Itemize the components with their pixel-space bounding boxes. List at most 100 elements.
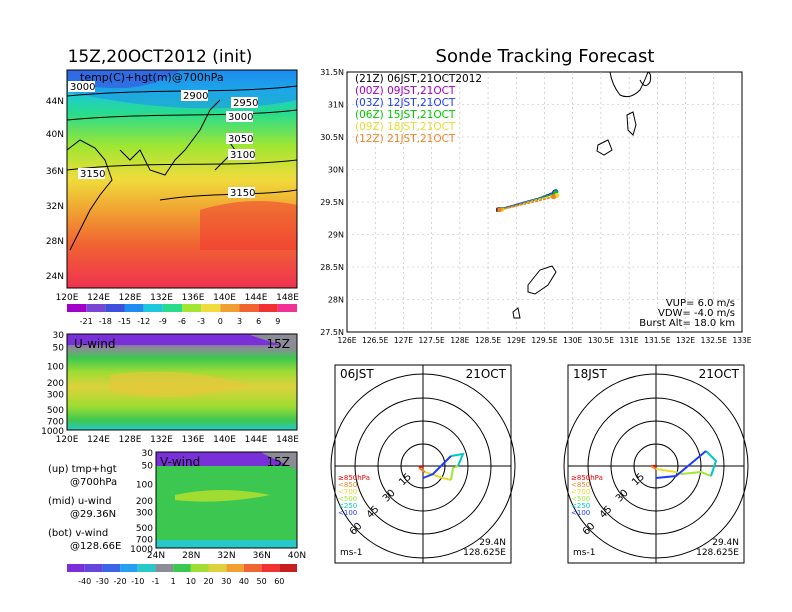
uwind-x-tick: 128E [119,435,142,445]
legend-note-line2: @29.36N [70,509,116,520]
vwind-x-tick: 36N [253,551,271,561]
right-hodograph-level-key: <700 [571,488,590,496]
left-hodograph-unit: ms-1 [340,548,362,558]
uwind-label: U-wind [74,337,115,351]
vwind-x-tick: 32N [217,551,235,561]
track-lon-tick: 132.5E [701,336,727,345]
track-lat-tick: 28N [328,296,344,305]
temp-colorbar-label: 9 [275,317,280,326]
pressure-tick: 200 [47,379,64,389]
track-lon-tick: 130.5E [588,336,614,345]
pressure-tick: 100 [136,481,153,491]
wind-colorbar: -40 -30 -20 -10 -1 1 10 20 30 40 50 60 [67,564,297,586]
track-legend-entry: (09Z) 18JST,21OCT [355,121,456,133]
right-hodograph-date: 21OCT [699,367,740,381]
wind-colorbar-label: 30 [221,577,231,586]
temp-colorbar-swatch [258,304,278,312]
right-hodograph-lat: 29.4N [712,538,739,548]
temp-colorbar-swatch [143,304,163,312]
pressure-tick: 700 [136,535,153,545]
left-hodograph-lon: 128.625E [463,548,506,558]
left-hodograph-trace [450,465,459,481]
track-param: VDW= -4.0 m/s [658,308,735,319]
track-param: Burst Alt= 18.0 km [639,318,735,329]
track-legend-entry: (21Z) 06JST,21OCT2012 [355,73,482,85]
temp-colorbar-label: 3 [237,317,242,326]
left-hodograph-level-key: <850 [338,481,357,489]
track-param: VUP= 6.0 m/s [666,298,735,309]
uwind-panel [67,334,297,430]
map-lon-tick: 140E [213,293,236,303]
contour-label-2900: 2900 [183,91,208,102]
right-hodograph-level-key: <250 [571,502,590,510]
track-lon-tick: 126.5E [362,336,388,345]
track-series-line [499,196,554,211]
temp-colorbar-label: -9 [159,317,167,326]
map-lon-tick: 148E [276,293,299,303]
pressure-tick: 500 [47,406,64,416]
temp-colorbar: -21 -18 -15 -12 -9 -6 -3 0 3 6 9 [67,304,297,326]
uwind-time: 15Z [267,337,291,351]
uwind-x-tick: 144E [245,435,268,445]
pressure-tick: 1000 [130,545,153,555]
wind-colorbar-swatch [137,564,156,572]
contour-label-3150b-box [228,187,255,198]
legend-note-line2: @700hPa [70,477,117,488]
wind-colorbar-swatch [120,564,138,572]
contour-label-3000a-box [68,81,95,92]
map-lon-tick: 132E [150,293,173,303]
track-lon-tick: 127.5E [419,336,445,345]
uwind-x-tick: 120E [56,435,79,445]
wind-colorbar-swatch [190,564,209,572]
wind-colorbar-label: 20 [203,577,213,586]
temp-colorbar-swatch [182,304,202,312]
wind-colorbar-label: 60 [274,577,284,586]
uwind-x-tick: 140E [213,435,236,445]
left-hodograph-time: 06JST [340,367,374,381]
temp-colorbar-swatch [124,304,144,312]
temp-colorbar-swatch [67,304,87,312]
right-title: Sonde Tracking Forecast [436,46,655,67]
map-lon-tick: 120E [56,293,79,303]
track-map [346,71,743,333]
map-lon-tick: 144E [245,293,268,303]
wind-colorbar-swatch [173,564,191,572]
vwind-panel [156,452,297,548]
track-lon-tick: 132E [676,336,695,345]
temp-colorbar-label: -12 [137,317,150,326]
left-hodograph-level-key: <500 [338,495,357,503]
track-lat-tick: 31.5N [320,68,344,77]
left-hodograph-level-key: <100 [338,509,357,517]
track-lon-tick: 129E [507,336,526,345]
left-hodograph-lat: 29.4N [479,538,506,548]
temp-colorbar-swatch [220,304,240,312]
map-lat-tick: 32N [46,202,64,212]
left-hodograph-date: 21OCT [466,367,507,381]
temp-colorbar-label: -15 [118,317,131,326]
track-lat-tick: 28.5N [320,263,344,272]
right-hodograph-unit: ms-1 [573,548,595,558]
track-landing-point [497,207,502,212]
track-lat-tick: 30.5N [320,133,344,142]
track-legend-entry: (12Z) 21JST,21OCT [355,133,456,145]
track-lat-tick: 31N [328,101,344,110]
track-lat-tick: 30N [328,166,344,175]
map-lon-tick: 136E [182,293,205,303]
legend-note-line1: (up) tmp+hgt [48,464,117,475]
wind-colorbar-label: 50 [257,577,267,586]
contour-label-2950-box [231,97,258,108]
wind-colorbar-swatch [261,564,280,572]
track-lon-tick: 126E [337,336,356,345]
track-lon-tick: 130E [563,336,582,345]
left-hodograph-trace [418,467,426,473]
vwind-label: V-wind [160,455,200,469]
right-hodograph-trace [680,470,712,477]
pressure-tick: 30 [142,449,154,459]
contour-label-3150a: 3150 [80,169,105,180]
pressure-tick: 500 [136,524,153,534]
track-lon-tick: 128E [450,336,469,345]
map-lat-tick: 40N [46,130,64,140]
pressure-tick: 700 [47,417,64,427]
wind-colorbar-label: -40 [78,577,91,586]
